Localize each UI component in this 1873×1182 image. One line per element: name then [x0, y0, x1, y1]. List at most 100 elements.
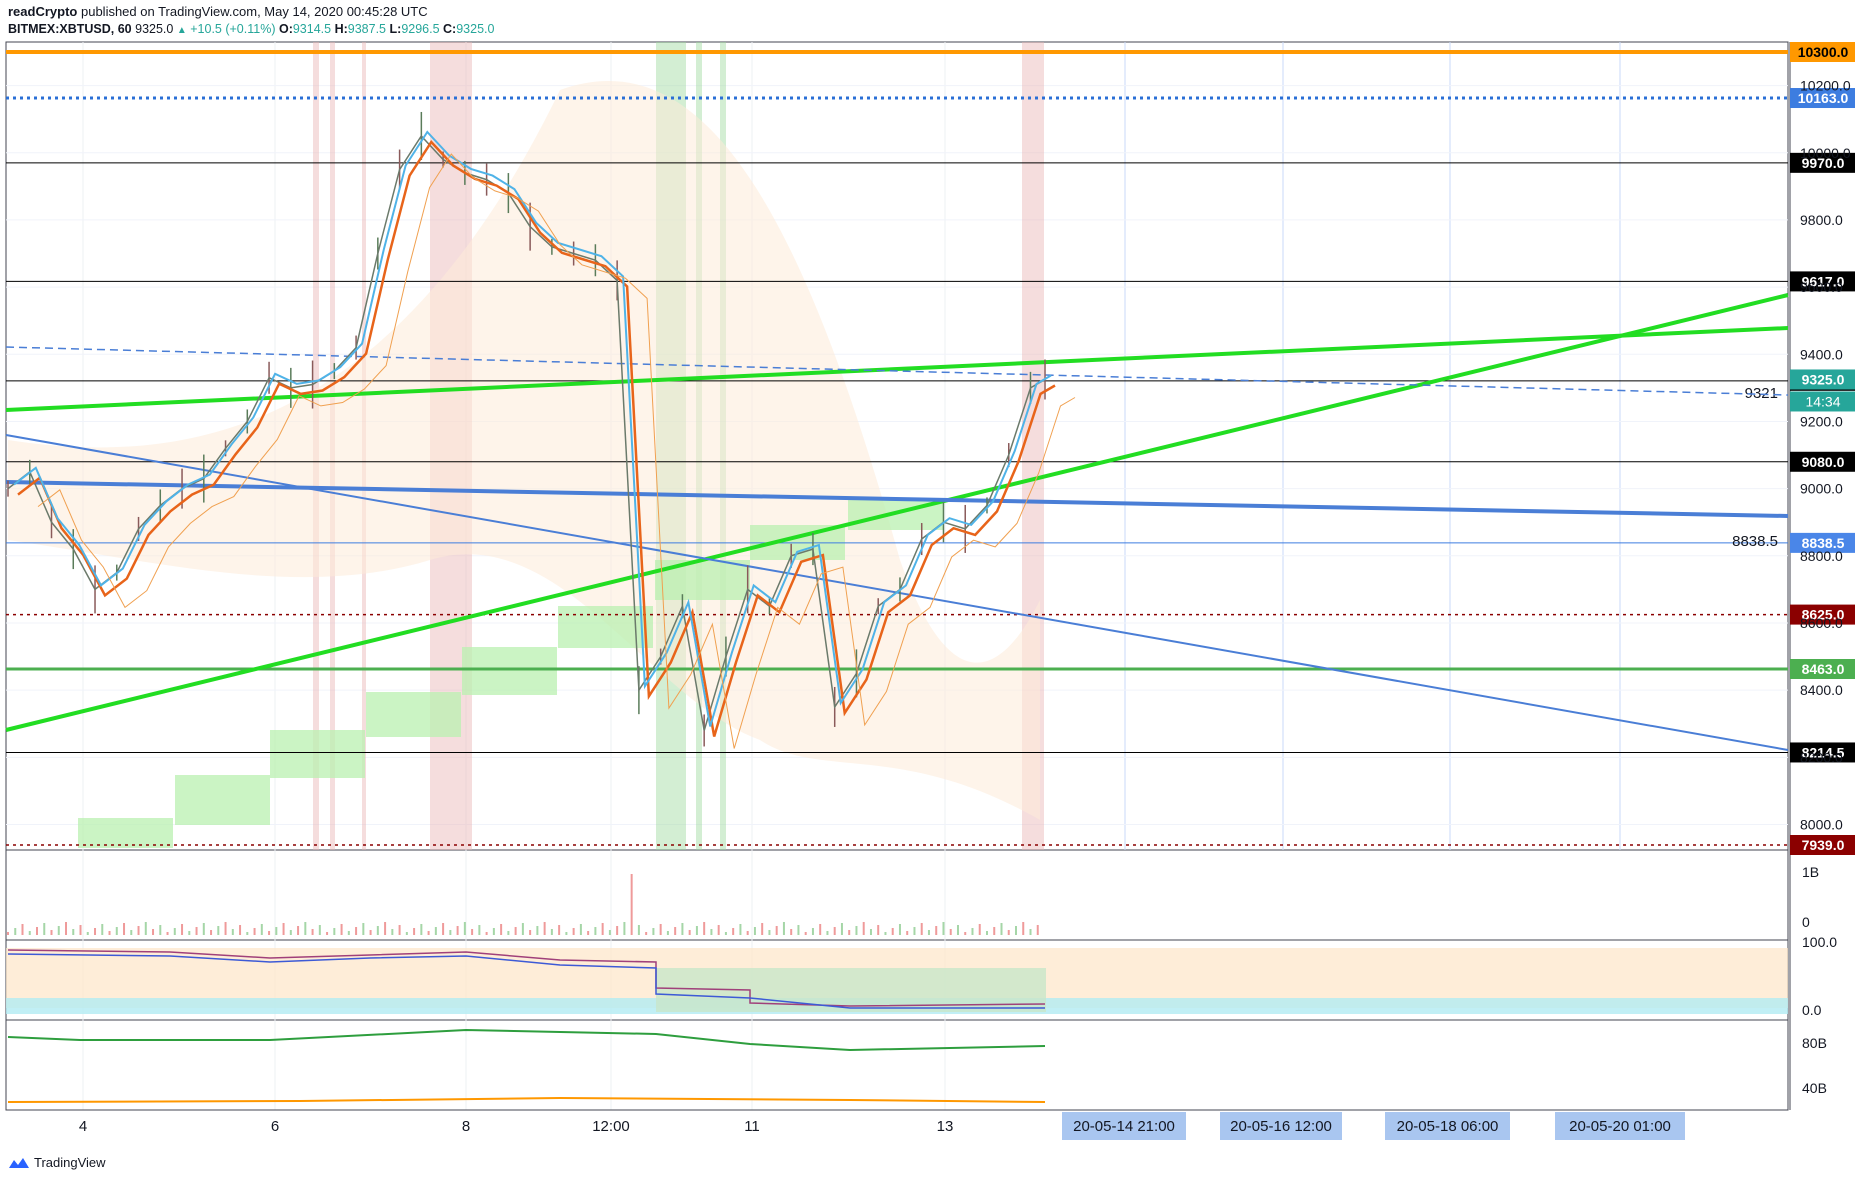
price-change: +10.5 (+0.11%)	[190, 22, 276, 36]
cloud-step	[655, 560, 750, 600]
high-label: H:	[334, 22, 348, 36]
y-tick-label: 8600.0	[1800, 615, 1843, 631]
level-label-bg	[1790, 271, 1855, 292]
low-label: L:	[389, 22, 402, 36]
low-value: 9296.5	[401, 22, 440, 36]
blue-dashed-trendline	[5, 346, 1789, 396]
level-label-bg	[1790, 604, 1855, 625]
high-value: 9387.5	[347, 22, 387, 36]
cloud-step	[270, 730, 365, 778]
pane-y-tick: 40B	[1802, 1080, 1827, 1096]
cloud-step	[366, 692, 461, 737]
projection-label: 20-05-18 06:00	[1397, 1118, 1499, 1135]
publisher-name: readCrypto	[8, 4, 78, 19]
published-info: published on TradingView.com, May 14, 20…	[80, 4, 428, 19]
cloud-step	[175, 775, 270, 825]
y-tick-label: 8200.0	[1800, 749, 1843, 765]
footer-brand: TradingView	[34, 1155, 106, 1170]
x-tick-label: 8	[462, 1118, 470, 1135]
ema-slow-line	[13, 130, 1052, 727]
accumulation-pane-frame	[5, 1019, 1789, 1111]
level-label: 7939.0	[1802, 837, 1845, 853]
y-tick-label: 9600.0	[1800, 279, 1843, 295]
ema-fast-line	[17, 139, 1056, 737]
x-tick-label: 4	[79, 1118, 87, 1135]
volume-pane-frame	[5, 849, 1789, 941]
level-label-bg	[1790, 835, 1855, 855]
projection-label-bg	[1555, 1112, 1685, 1140]
pane-y-tick: 1B	[1802, 864, 1819, 880]
lower-panes	[6, 874, 1788, 1103]
time-axis: 4 6 8 12:00 11 13 20-05-14 21:00 20-05-16 12:00…	[6, 1109, 1788, 1140]
level-label-bg	[1790, 742, 1855, 763]
level-label-bg	[1790, 659, 1855, 680]
projection-label-bg	[1385, 1112, 1510, 1140]
accumulation-line	[7, 1028, 1046, 1052]
volatility-envelope	[8, 81, 1040, 820]
grid	[5, 41, 1791, 1111]
x-tick-label: 11	[744, 1118, 760, 1135]
y-tick-label: 10200.0	[1800, 78, 1851, 94]
x-tick-label: 6	[271, 1118, 279, 1135]
symbol-name[interactable]: BITMEX:XBTUSD, 60	[8, 22, 132, 36]
publish-header: readCrypto published on TradingView.com,…	[8, 4, 428, 19]
projection-label-bg	[1220, 1112, 1342, 1140]
horizontal-levels: 9321 8838.5	[6, 50, 1788, 846]
close-value: 9325.0	[456, 22, 495, 36]
pane-y-tick: 0	[1802, 914, 1810, 930]
projection-label: 20-05-16 12:00	[1230, 1118, 1332, 1135]
symbol-legend: BITMEX:XBTUSD, 60 9325.0 ▲ +10.5 (+0.11%…	[8, 22, 494, 36]
pane-y-tick: 0.0	[1802, 1002, 1822, 1018]
y-tick-label: 9000.0	[1800, 481, 1843, 497]
cloud-step	[462, 647, 557, 695]
level-label: 9080.0	[1802, 454, 1845, 470]
level-label-bg	[1790, 532, 1855, 553]
level-label-bg	[1790, 42, 1855, 62]
line-label: 8838.5	[1732, 533, 1778, 550]
close-label: C:	[443, 22, 457, 36]
line-label: 9321	[1745, 385, 1778, 402]
y-tick-label: 9400.0	[1800, 346, 1843, 362]
green-rising-trendline	[5, 293, 1789, 732]
pane-y-tick: 100.0	[1802, 934, 1837, 950]
level-label: 8463.0	[1802, 661, 1845, 677]
oscillator-line-b	[7, 953, 1045, 1009]
y-tick-label: 9800.0	[1800, 212, 1843, 228]
cloud-step	[558, 606, 653, 648]
accumulation-line-orange	[7, 1096, 1046, 1103]
projection-label-bg	[1062, 1112, 1186, 1140]
level-label-bg	[1790, 152, 1855, 173]
price-axis: 10300.010163.09970.09617.09321.09080.088…	[1790, 42, 1855, 1096]
open-label: O:	[278, 22, 293, 36]
current-price-label: 9325.0	[1802, 371, 1845, 387]
level-label: 8838.5	[1802, 535, 1845, 551]
projection-label: 20-05-14 21:00	[1073, 1118, 1175, 1135]
y-tick-label: 9200.0	[1800, 413, 1843, 429]
open-value: 9314.5	[292, 22, 332, 36]
level-label: 9617.0	[1802, 273, 1845, 289]
level-label: 8625.0	[1802, 607, 1845, 623]
countdown-label: 14:34	[1805, 393, 1840, 409]
projection-label: 20-05-20 01:00	[1569, 1118, 1671, 1135]
sma-long-line	[37, 153, 1076, 749]
price-series	[7, 111, 1076, 749]
footer: TradingView	[8, 1155, 106, 1170]
level-label-bg	[1790, 451, 1855, 472]
up-arrow-icon: ▲	[176, 25, 187, 36]
y-tick-label: 8000.0	[1800, 817, 1843, 833]
countdown-bg	[1790, 391, 1855, 412]
level-label: 10163.0	[1798, 90, 1849, 106]
cloud-step	[78, 818, 173, 848]
level-label: 10300.0	[1798, 44, 1849, 60]
green-upper-trendline	[5, 326, 1789, 412]
ichimoku-cloud	[78, 500, 943, 848]
current-price-bg	[1790, 369, 1855, 390]
oscillator-line-a	[7, 949, 1046, 1007]
last-price: 9325.0	[135, 22, 174, 36]
x-tick-label: 13	[937, 1118, 954, 1135]
y-tick-label: 10000.0	[1800, 145, 1851, 161]
y-tick-label: 8400.0	[1800, 682, 1843, 698]
y-tick-label: 8800.0	[1800, 548, 1843, 564]
pane-y-tick: 80B	[1802, 1035, 1827, 1051]
